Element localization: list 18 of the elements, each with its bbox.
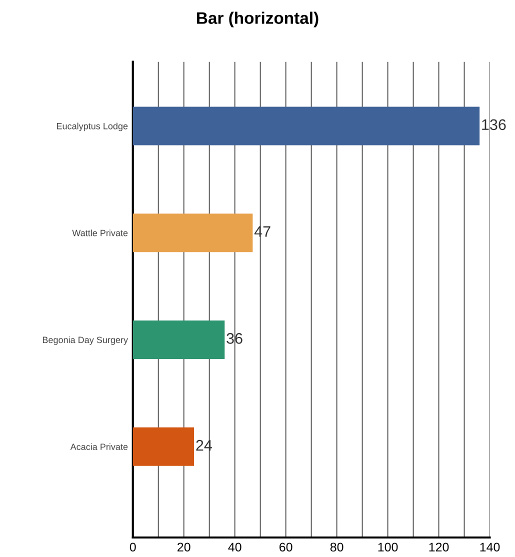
x-tick-label: 60: [280, 542, 292, 552]
x-tick-label: 0: [130, 542, 136, 552]
x-tick-label: 120: [429, 542, 449, 552]
y-tick-label: Wattle Private: [72, 230, 128, 236]
y-tick-label: Eucalyptus Lodge: [56, 122, 128, 132]
x-tick-label: 100: [378, 542, 398, 552]
bar: [132, 427, 194, 466]
x-tick-label: 140: [480, 542, 500, 552]
chart-title: Bar (horizontal): [197, 12, 318, 28]
bar: [132, 106, 480, 146]
bar: [132, 320, 225, 359]
y-tick-label: Begonia Day Surgery: [42, 336, 128, 345]
y-tick-label: Acacia Private: [70, 443, 128, 450]
data-label: 136: [482, 119, 506, 130]
x-tick-label: 80: [330, 542, 344, 552]
x-tick-label: 20: [178, 542, 190, 552]
x-tick-label: 40: [228, 542, 242, 552]
bar: [132, 214, 253, 252]
